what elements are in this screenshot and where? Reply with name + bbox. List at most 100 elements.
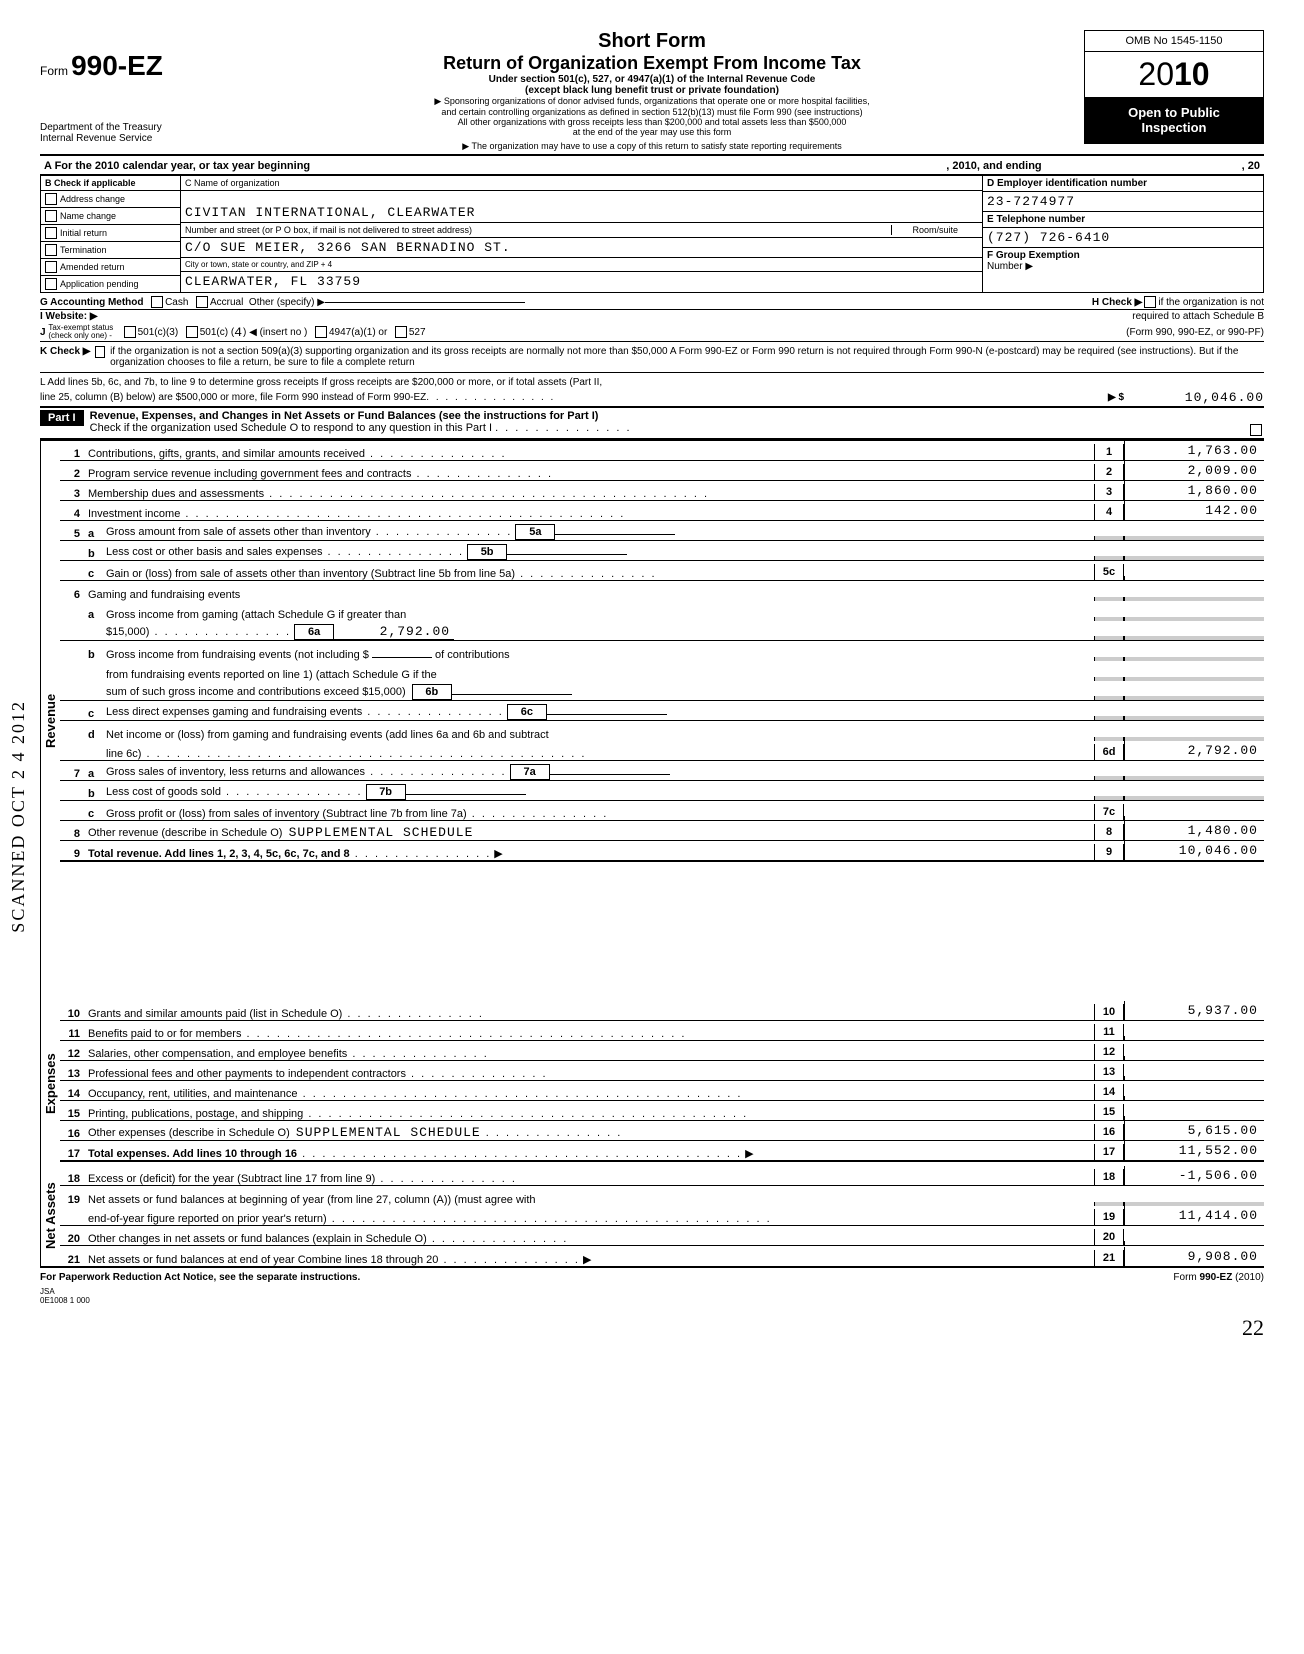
- line-5b-desc: Less cost or other basis and sales expen…: [106, 546, 322, 558]
- cb-4947[interactable]: [315, 326, 327, 338]
- footer-row: For Paperwork Reduction Act Notice, see …: [40, 1272, 1264, 1283]
- irs-label: Internal Revenue Service: [40, 133, 220, 144]
- k-label: K Check ▶: [40, 346, 90, 357]
- line-3-desc: Membership dues and assessments: [88, 488, 264, 500]
- 501c-num: 4: [234, 325, 243, 340]
- f-label: F Group Exemption: [987, 250, 1080, 261]
- city-label: City or town, state or country, and ZIP …: [181, 258, 982, 272]
- line-5a-desc: Gross amount from sale of assets other t…: [106, 526, 371, 538]
- line-21-amt: 9,908.00: [1124, 1247, 1264, 1266]
- line-12-desc: Salaries, other compensation, and employ…: [88, 1048, 347, 1060]
- phone-value: (727) 726-6410: [987, 230, 1110, 245]
- name-address-column: C Name of organization CIVITAN INTERNATI…: [181, 176, 983, 292]
- cb-amended[interactable]: [45, 261, 57, 273]
- footer-right: Form 990-EZ (2010): [1173, 1272, 1264, 1283]
- cb-name-change[interactable]: [45, 210, 57, 222]
- cb-accrual[interactable]: [196, 296, 208, 308]
- expenses-vlabel: Expenses: [40, 1001, 60, 1166]
- 501c-label: 501(c) (: [200, 327, 234, 338]
- box-7b: 7b: [366, 784, 406, 800]
- k-text: if the organization is not a section 509…: [110, 346, 1264, 368]
- line-18-desc: Excess or (deficit) for the year (Subtra…: [88, 1173, 375, 1185]
- line-16-amt: 5,615.00: [1124, 1121, 1264, 1140]
- e-label: E Telephone number: [983, 212, 1263, 228]
- line-7a-desc: Gross sales of inventory, less returns a…: [106, 766, 365, 778]
- cb-termination[interactable]: [45, 244, 57, 256]
- line-7c-desc: Gross profit or (loss) from sales of inv…: [106, 808, 467, 820]
- line-1-desc: Contributions, gifts, grants, and simila…: [88, 448, 365, 460]
- cb-label-3: Termination: [60, 245, 107, 255]
- box-5c: 5c: [1094, 564, 1124, 580]
- room-label: Room/suite: [891, 225, 978, 235]
- box-5a: 5a: [515, 524, 555, 540]
- box-5b: 5b: [467, 544, 507, 560]
- page-number: 22: [40, 1315, 1264, 1341]
- cb-part1-scho[interactable]: [1250, 424, 1262, 436]
- cb-h[interactable]: [1144, 296, 1156, 308]
- part-1-title: Revenue, Expenses, and Changes in Net As…: [90, 410, 599, 422]
- line-10-desc: Grants and similar amounts paid (list in…: [88, 1008, 342, 1020]
- note-2: and certain controlling organizations as…: [230, 107, 1074, 117]
- cb-k[interactable]: [95, 346, 105, 358]
- line-18-amt: -1,506.00: [1124, 1166, 1264, 1185]
- jsa-code: 0E1008 1 000: [40, 1296, 90, 1305]
- line-16-desc: Other expenses (describe in Schedule O): [88, 1127, 290, 1139]
- cb-label-1: Name change: [60, 211, 116, 221]
- j-sub2: (check only one) -: [48, 331, 112, 340]
- cb-label-4: Amended return: [60, 262, 125, 272]
- line-16-typed: SUPPLEMENTAL SCHEDULE: [296, 1125, 481, 1140]
- h-label: H Check ▶: [1092, 297, 1142, 308]
- cb-app-pending[interactable]: [45, 278, 57, 290]
- revenue-vlabel: Revenue: [40, 441, 60, 1001]
- line-6b-desc4: sum of such gross income and contributio…: [106, 686, 406, 698]
- cb-address-change[interactable]: [45, 193, 57, 205]
- line-8-amt: 1,480.00: [1124, 821, 1264, 840]
- tax-year: 2010: [1085, 52, 1263, 97]
- line-8-typed: SUPPLEMENTAL SCHEDULE: [289, 825, 474, 840]
- cb-527[interactable]: [395, 326, 407, 338]
- cb-label-0: Address change: [60, 194, 125, 204]
- top-info-grid: B Check if applicable Address change Nam…: [40, 175, 1264, 293]
- org-name: CIVITAN INTERNATIONAL, CLEARWATER: [185, 205, 475, 220]
- form-label: Form: [40, 64, 68, 78]
- g-label: G Accounting Method: [40, 297, 144, 308]
- c-label: C Name of organization: [181, 176, 982, 191]
- section-a-row: A For the 2010 calendar year, or tax yea…: [40, 158, 1264, 175]
- netassets-vlabel: Net Assets: [40, 1166, 60, 1266]
- h-text3: (Form 990, 990-EZ, or 990-PF): [1126, 327, 1264, 338]
- box-6b: 6b: [412, 684, 452, 700]
- line-6d-desc: Net income or (loss) from gaming and fun…: [106, 729, 1094, 741]
- 527-label: 527: [409, 327, 426, 338]
- subtitle-2: (except black lung benefit trust or priv…: [230, 85, 1074, 96]
- year-prefix: 20: [1138, 56, 1174, 92]
- below-grid: G Accounting Method Cash Accrual Other (…: [40, 295, 1264, 408]
- l-text1: L Add lines 5b, 6c, and 7b, to line 9 to…: [40, 377, 602, 388]
- street-address: C/O SUE MEIER, 3266 SAN BERNADINO ST.: [185, 240, 511, 255]
- cb-cash[interactable]: [151, 296, 163, 308]
- l-amount: 10,046.00: [1124, 390, 1264, 405]
- ein-value: 23-7274977: [987, 194, 1075, 209]
- cb-501c[interactable]: [186, 326, 198, 338]
- cb-501c3[interactable]: [124, 326, 136, 338]
- title-return: Return of Organization Exempt From Incom…: [230, 53, 1074, 74]
- line-6c-desc: Less direct expenses gaming and fundrais…: [106, 706, 362, 718]
- omb-box: OMB No 1545-1150 2010 Open to PublicInsp…: [1084, 30, 1264, 144]
- 501c3-label: 501(c)(3): [138, 327, 179, 338]
- line-2-amt: 2,009.00: [1124, 461, 1264, 480]
- cb-initial-return[interactable]: [45, 227, 57, 239]
- line-17-amt: 11,552.00: [1124, 1141, 1264, 1160]
- b-text: Check if applicable: [54, 178, 136, 188]
- note-1: ▶ Sponsoring organizations of donor advi…: [230, 96, 1074, 107]
- line-6b-desc: Gross income from fundraising events (no…: [106, 649, 369, 661]
- line-20-desc: Other changes in net assets or fund bala…: [88, 1233, 427, 1245]
- scanned-stamp: SCANNED OCT 2 4 2012: [8, 700, 29, 933]
- h-text2: required to attach Schedule B: [1132, 311, 1264, 322]
- line-9-desc: Total revenue. Add lines 1, 2, 3, 4, 5c,…: [88, 848, 350, 860]
- 4947-label: 4947(a)(1) or: [329, 327, 387, 338]
- line-7b-desc: Less cost of goods sold: [106, 786, 221, 798]
- h-text: if the organization is not: [1158, 297, 1264, 308]
- footer-left: For Paperwork Reduction Act Notice, see …: [40, 1272, 360, 1283]
- cb-label-5: Application pending: [60, 279, 139, 289]
- part-1-header: Part I Revenue, Expenses, and Changes in…: [40, 408, 1264, 439]
- line-6-desc: Gaming and fundraising events: [88, 589, 1094, 601]
